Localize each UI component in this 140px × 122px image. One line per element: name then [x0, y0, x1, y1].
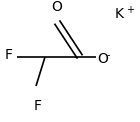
- Text: F: F: [5, 48, 13, 62]
- Text: +: +: [126, 5, 134, 15]
- Text: -: -: [107, 50, 110, 60]
- Text: O: O: [97, 52, 108, 66]
- Text: F: F: [34, 99, 42, 113]
- Text: K: K: [115, 7, 124, 21]
- Text: O: O: [52, 0, 62, 14]
